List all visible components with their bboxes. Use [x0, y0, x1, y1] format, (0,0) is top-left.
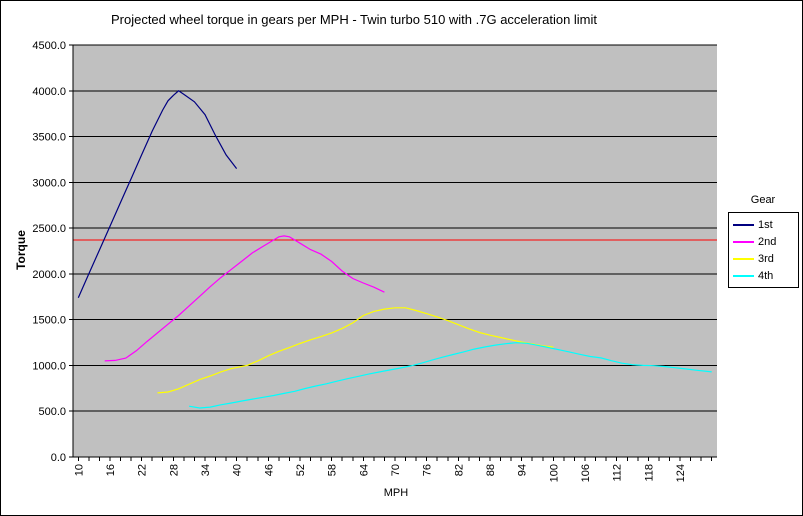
y-axis-title: Torque: [14, 230, 28, 270]
y-tick-label: 4000.0: [32, 86, 66, 98]
x-tick-label: 82: [453, 464, 465, 476]
x-tick-label: 52: [295, 464, 307, 476]
x-tick-label: 28: [168, 464, 180, 476]
legend-line-sample-3rd: [733, 257, 754, 260]
y-tick-label: 1500.0: [32, 315, 66, 327]
x-tick-label: 10: [73, 464, 85, 476]
y-tick-label: 2500.0: [32, 223, 66, 235]
x-tick-label: 112: [612, 464, 624, 482]
x-tick-label: 70: [390, 464, 402, 476]
y-tick-label: 1000.0: [32, 360, 66, 372]
legend: 1st 2nd 3rd 4th: [728, 212, 799, 288]
x-tick-label: 22: [137, 464, 149, 476]
legend-item-4th: 4th: [729, 267, 798, 284]
legend-label: 2nd: [758, 235, 777, 248]
x-tick-label: 76: [422, 464, 434, 476]
x-tick-label: 40: [232, 464, 244, 476]
legend-label: 4th: [758, 269, 774, 282]
legend-item-3rd: 3rd: [729, 250, 798, 267]
series-line-3rd: [157, 307, 554, 394]
legend-item-1st: 1st: [729, 216, 798, 233]
x-tick-label: 58: [327, 464, 339, 476]
x-tick-label: 94: [517, 464, 529, 476]
chart-title: Projected wheel torque in gears per MPH …: [110, 12, 598, 27]
y-tick-label: 3000.0: [32, 177, 66, 189]
x-tick-label: 100: [548, 464, 560, 482]
y-tick-label: 3500.0: [32, 132, 66, 144]
x-tick-label: 46: [263, 464, 275, 476]
legend-line-sample-1st: [733, 223, 754, 226]
legend-item-2nd: 2nd: [729, 233, 798, 250]
y-tick-label: 4500.0: [32, 40, 66, 52]
legend-line-sample-4th: [733, 274, 754, 277]
y-tick-label: 500.0: [38, 406, 66, 418]
x-axis-title: MPH: [383, 487, 409, 499]
x-tick-label: 88: [485, 464, 497, 476]
series-line-2nd: [104, 235, 385, 362]
x-tick-label: 106: [580, 464, 592, 482]
legend-line-sample-2nd: [733, 240, 754, 243]
x-tick-label: 118: [643, 464, 655, 482]
legend-label: 3rd: [758, 252, 774, 265]
legend-label: 1st: [758, 218, 773, 231]
y-tick-label: 0.0: [51, 452, 66, 464]
x-tick-label: 16: [105, 464, 117, 476]
x-tick-label: 64: [358, 464, 370, 476]
legend-title: Gear: [750, 194, 776, 206]
x-tick-label: 124: [675, 464, 687, 482]
series-line-4th: [188, 342, 712, 409]
series-line-1st: [77, 90, 238, 298]
x-tick-label: 34: [200, 464, 212, 476]
plot-background: [73, 45, 717, 457]
y-tick-label: 2000.0: [32, 269, 66, 281]
